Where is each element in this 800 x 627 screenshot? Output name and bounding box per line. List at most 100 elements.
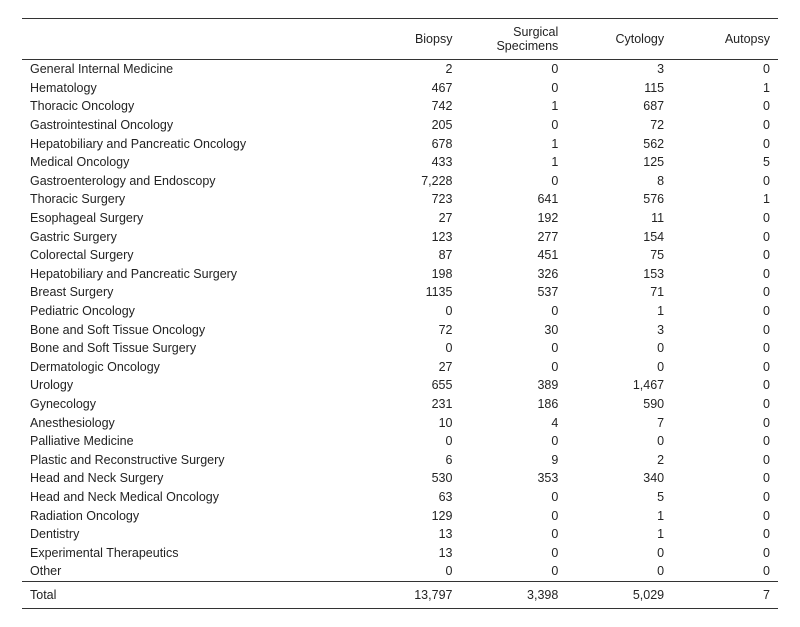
row-label: Experimental Therapeutics [22, 543, 355, 562]
total-label: Total [22, 581, 355, 608]
row-value: 0 [672, 227, 778, 246]
specimen-table: Biopsy Surgical Specimens Cytology Autop… [22, 18, 778, 609]
row-value: 1 [460, 153, 566, 172]
row-value: 13 [355, 525, 461, 544]
total-cytology: 5,029 [566, 581, 672, 608]
row-value: 0 [460, 525, 566, 544]
total-surgical: 3,398 [460, 581, 566, 608]
row-value: 641 [460, 190, 566, 209]
table-row: Pediatric Oncology0010 [22, 302, 778, 321]
row-label: Dentistry [22, 525, 355, 544]
row-label: Bone and Soft Tissue Oncology [22, 320, 355, 339]
row-value: 0 [460, 116, 566, 135]
row-value: 0 [566, 339, 672, 358]
table-row: Colorectal Surgery87451750 [22, 246, 778, 265]
col-header-surgical: Surgical Specimens [460, 19, 566, 60]
row-value: 154 [566, 227, 672, 246]
row-value: 8 [566, 172, 672, 191]
row-value: 0 [460, 358, 566, 377]
row-label: Hematology [22, 79, 355, 98]
table-row: Gastrointestinal Oncology2050720 [22, 116, 778, 135]
table-row: Thoracic Surgery7236415761 [22, 190, 778, 209]
row-value: 537 [460, 283, 566, 302]
row-value: 451 [460, 246, 566, 265]
row-label: Gastrointestinal Oncology [22, 116, 355, 135]
table-row: Urology6553891,4670 [22, 376, 778, 395]
table-row: Esophageal Surgery27192110 [22, 209, 778, 228]
col-header-label [22, 19, 355, 60]
row-value: 467 [355, 79, 461, 98]
table-footer: Total 13,797 3,398 5,029 7 [22, 581, 778, 608]
row-value: 1 [566, 506, 672, 525]
row-value: 0 [460, 562, 566, 581]
row-value: 742 [355, 97, 461, 116]
row-value: 153 [566, 265, 672, 284]
row-value: 0 [672, 562, 778, 581]
row-label: Other [22, 562, 355, 581]
row-value: 1 [566, 525, 672, 544]
row-label: Anesthesiology [22, 413, 355, 432]
row-value: 72 [566, 116, 672, 135]
table-row: Bone and Soft Tissue Oncology723030 [22, 320, 778, 339]
row-value: 9 [460, 450, 566, 469]
row-value: 0 [672, 60, 778, 79]
row-value: 129 [355, 506, 461, 525]
row-value: 71 [566, 283, 672, 302]
row-value: 0 [460, 79, 566, 98]
row-label: Urology [22, 376, 355, 395]
row-value: 0 [460, 172, 566, 191]
col-header-cytology: Cytology [566, 19, 672, 60]
row-label: Pediatric Oncology [22, 302, 355, 321]
table-row: Hematology46701151 [22, 79, 778, 98]
table-row: Experimental Therapeutics13000 [22, 543, 778, 562]
row-value: 576 [566, 190, 672, 209]
row-value: 0 [672, 302, 778, 321]
col-header-autopsy: Autopsy [672, 19, 778, 60]
row-label: Breast Surgery [22, 283, 355, 302]
table-row: Gastroenterology and Endoscopy7,228080 [22, 172, 778, 191]
row-value: 0 [672, 320, 778, 339]
col-header-biopsy: Biopsy [355, 19, 461, 60]
row-value: 0 [672, 395, 778, 414]
row-value: 0 [566, 432, 672, 451]
row-value: 0 [355, 562, 461, 581]
row-value: 27 [355, 358, 461, 377]
row-label: Palliative Medicine [22, 432, 355, 451]
row-value: 186 [460, 395, 566, 414]
row-value: 0 [355, 432, 461, 451]
row-value: 2 [355, 60, 461, 79]
row-label: Gastroenterology and Endoscopy [22, 172, 355, 191]
row-label: Head and Neck Medical Oncology [22, 488, 355, 507]
row-value: 0 [672, 358, 778, 377]
row-value: 0 [460, 60, 566, 79]
table-row: General Internal Medicine2030 [22, 60, 778, 79]
row-value: 6 [355, 450, 461, 469]
row-value: 205 [355, 116, 461, 135]
row-value: 1,467 [566, 376, 672, 395]
table-row: Dentistry13010 [22, 525, 778, 544]
row-value: 1 [460, 97, 566, 116]
row-value: 5 [672, 153, 778, 172]
row-value: 0 [460, 432, 566, 451]
row-label: Dermatologic Oncology [22, 358, 355, 377]
row-value: 30 [460, 320, 566, 339]
row-value: 0 [355, 302, 461, 321]
row-label: Medical Oncology [22, 153, 355, 172]
row-value: 123 [355, 227, 461, 246]
row-value: 0 [566, 358, 672, 377]
row-value: 0 [672, 432, 778, 451]
row-value: 0 [672, 283, 778, 302]
table-row: Medical Oncology43311255 [22, 153, 778, 172]
row-value: 3 [566, 60, 672, 79]
table-row: Hepatobiliary and Pancreatic Oncology678… [22, 134, 778, 153]
row-label: Hepatobiliary and Pancreatic Surgery [22, 265, 355, 284]
row-value: 0 [672, 469, 778, 488]
row-value: 0 [672, 376, 778, 395]
row-value: 353 [460, 469, 566, 488]
row-value: 340 [566, 469, 672, 488]
row-value: 63 [355, 488, 461, 507]
row-label: Thoracic Oncology [22, 97, 355, 116]
row-value: 0 [460, 506, 566, 525]
row-value: 1135 [355, 283, 461, 302]
row-value: 192 [460, 209, 566, 228]
